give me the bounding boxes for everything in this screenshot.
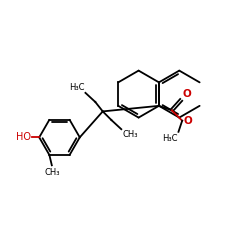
Text: H₃C: H₃C [162, 134, 177, 143]
Text: HO: HO [16, 132, 30, 142]
Text: O: O [183, 116, 192, 126]
Text: O: O [182, 89, 191, 99]
Text: CH₃: CH₃ [122, 130, 138, 140]
Text: CH₃: CH₃ [44, 168, 60, 177]
Text: H₃C: H₃C [69, 82, 84, 92]
